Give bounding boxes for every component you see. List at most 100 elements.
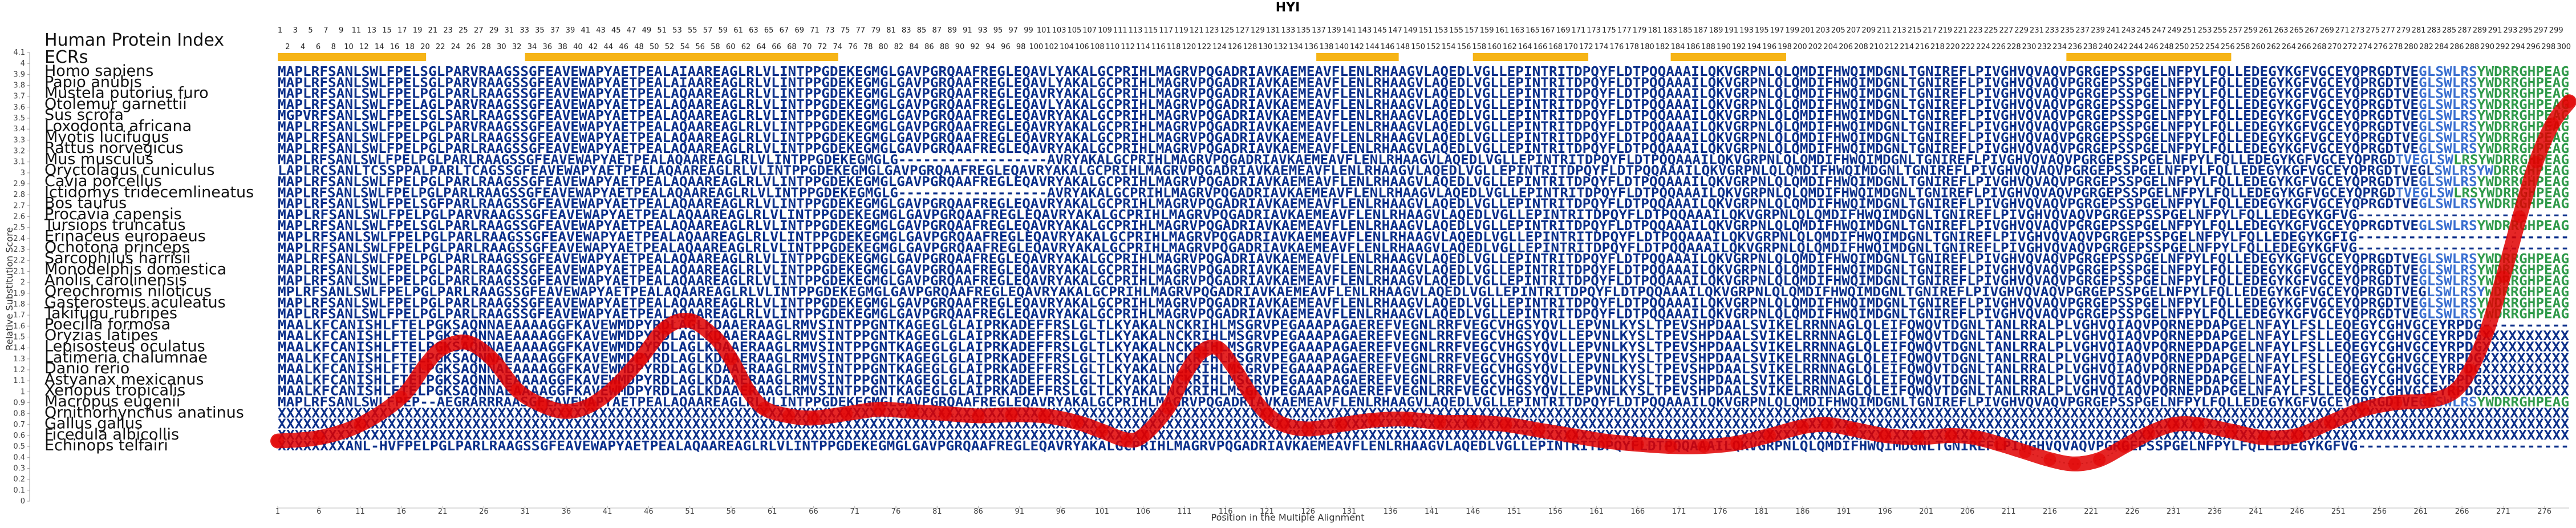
data-point — [1070, 416, 1084, 429]
hpi-number: 63 — [749, 26, 758, 35]
ecr-bar — [1472, 53, 1589, 61]
hpi-number: 295 — [2518, 26, 2533, 35]
sequence-segment: GLSWLRS — [2419, 142, 2477, 156]
hpi-number: 141 — [1342, 26, 1357, 35]
hpi-number: 37 — [550, 26, 560, 35]
x-tick-label: 241 — [2249, 507, 2263, 516]
sequence-segment: GLSWLRS — [2419, 263, 2477, 277]
hpi-number: 4 — [301, 43, 305, 51]
sequence-segment: MAPLRFSANLSWLFPELPGLPARLRAAGSSGFEAVEWAPY… — [278, 131, 2419, 146]
sequence-row: MAPLRFSANLSWLFPELPGLPARVRAAGSSGFEAVEWAPY… — [278, 120, 2569, 135]
sequence-segment: GLSWLRS — [2419, 75, 2477, 90]
hpi-number: 290 — [2480, 43, 2494, 51]
hpi-number: 200 — [1793, 43, 1807, 51]
sequence-segment: GLSWLRS — [2419, 87, 2477, 102]
hpi-number: 44 — [604, 43, 614, 51]
x-tick-label: 146 — [1466, 507, 1480, 516]
sequence-segment: MAPLRFSANLSWLFPELPGLPARLRAAGSSGFEAVEWAPY… — [278, 274, 2419, 289]
hpi-number: 113 — [1129, 26, 1143, 35]
species-name: Poecilia formosa — [44, 316, 171, 333]
hpi-number: 147 — [1388, 26, 1402, 35]
x-tick-label: 101 — [1095, 507, 1109, 516]
hpi-number: 121 — [1190, 26, 1204, 35]
hpi-number: 280 — [2404, 43, 2418, 51]
x-tick-label: 126 — [1301, 507, 1315, 516]
data-point — [1945, 429, 1958, 442]
x-tick-label: 211 — [2002, 507, 2016, 516]
hpi-number: 260 — [2251, 43, 2265, 51]
hpi-number: 107 — [1082, 26, 1097, 35]
hpi-number: 287 — [2457, 26, 2472, 35]
hpi-number: 38 — [558, 43, 567, 51]
hpi-number: 157 — [1465, 26, 1479, 35]
hpi-number: 60 — [726, 43, 736, 51]
hpi-number: 9 — [339, 26, 343, 35]
hpi-number: 144 — [1365, 43, 1380, 51]
hpi-number: 101 — [1037, 26, 1051, 35]
hpi-number: 196 — [1762, 43, 1776, 51]
x-tick-label: 226 — [2125, 507, 2140, 516]
hpi-number: 268 — [2313, 43, 2327, 51]
data-point — [1038, 409, 1051, 422]
hpi-number: 178 — [1625, 43, 1639, 51]
data-point — [2480, 325, 2493, 338]
hpi-number: 86 — [924, 43, 934, 51]
hpi-number: 80 — [879, 43, 889, 51]
hpi-number: 34 — [528, 43, 537, 51]
hpi-number: 104 — [1060, 43, 1074, 51]
data-point — [1244, 388, 1257, 401]
hpi-number: 110 — [1105, 43, 1119, 51]
hpi-number: 33 — [520, 26, 529, 35]
hpi-number: 153 — [1434, 26, 1448, 35]
hpi-number: 139 — [1327, 26, 1341, 35]
hpi-number: 6 — [316, 43, 321, 51]
hpi-number: 5 — [308, 26, 313, 35]
hpi-number: 77 — [856, 26, 866, 35]
hpi-number: 206 — [1839, 43, 1853, 51]
hpi-number: 186 — [1686, 43, 1700, 51]
hpi-number: 68 — [787, 43, 797, 51]
y-tick-label: 2.7 — [13, 201, 25, 210]
hpi-number: 99 — [1024, 26, 1033, 35]
hpi-number: 217 — [1923, 26, 1937, 35]
sequence-segment: MAPLRFSANLSWLFPELSGLPARVRAAGSSGFEAVEWAPY… — [278, 65, 2419, 79]
sequence-row: MGPVRFSANLSWLFPELSGLSARLRAAGSSGFEAVEWAPY… — [278, 108, 2569, 123]
hpi-number: 57 — [703, 26, 713, 35]
data-point — [972, 409, 985, 422]
species-name: Bos taurus — [44, 195, 127, 212]
x-tick-label: 81 — [932, 507, 942, 516]
hpi-number: 11 — [352, 26, 362, 35]
x-axis: 1 6 11 16 21 26 31 36 41 46 51 56 61 66 71 76 81 86 91 96 10… — [275, 506, 2569, 516]
hpi-number: 261 — [2259, 26, 2273, 35]
hpi-number: 155 — [1449, 26, 1463, 35]
sequence-segment: GLSWLRS — [2419, 120, 2477, 135]
hpi-number: 43 — [596, 26, 606, 35]
sequence-row: MAPLRFSANLSWLFPELPGLPARLRAAGSSGFEAVEWAPY… — [278, 307, 2569, 322]
hpi-number: 296 — [2526, 43, 2541, 51]
x-tick-label: 236 — [2208, 507, 2222, 516]
x-tick-label: 206 — [1960, 507, 1974, 516]
hpi-number: 220 — [1946, 43, 1960, 51]
data-point — [2142, 427, 2155, 440]
sequence-segment: GLSWLRS — [2419, 252, 2477, 267]
sequence-segment: GLSWLRS — [2419, 197, 2477, 212]
hpi-number: 211 — [1877, 26, 1891, 35]
hpi-number: 41 — [581, 26, 590, 35]
hpi-number: 14 — [375, 43, 384, 51]
hpi-number: 284 — [2435, 43, 2449, 51]
sequence-segment: GLSWLRS — [2419, 175, 2477, 190]
hpi-number: 263 — [2274, 26, 2289, 35]
hpi-number: 225 — [1984, 26, 1998, 35]
sequence-row: MAALKFCANISHLFTELPGKSAQNNAEAAAAGGFKAVEWM… — [278, 351, 2569, 366]
hpi-number: 251 — [2182, 26, 2197, 35]
sequence-segment: XXXXXXXXANL-HVFPELPGLPARLRAAGSSGFEAVEWAP… — [278, 439, 2569, 454]
x-tick-label: 36 — [562, 507, 571, 516]
hpi-label: Human Protein Index — [44, 30, 224, 50]
hpi-number: 145 — [1373, 26, 1387, 35]
hpi-number: 219 — [1938, 26, 1952, 35]
x-tick-label: 116 — [1219, 507, 1233, 516]
hpi-number: 193 — [1739, 26, 1754, 35]
data-point — [1598, 434, 1611, 448]
sequence-segment: MAPLRFSANLSWLFPELPGLPARLRAAGSSGFEAVEWAPY… — [278, 241, 2569, 256]
sequence-segment: MGPVRFSANLSWLFPELSGLSARLRAAGSSGFEAVEWAPY… — [278, 108, 2419, 123]
